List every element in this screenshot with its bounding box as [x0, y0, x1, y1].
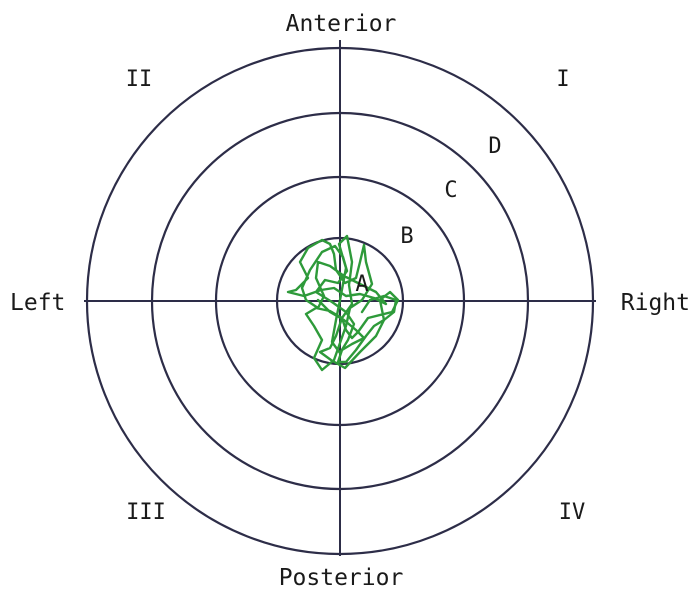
quadrant-label-iv: IV [559, 500, 586, 525]
zone-label-b: B [400, 224, 413, 249]
sway-trace [286, 234, 400, 372]
quadrant-label-ii: II [126, 67, 153, 92]
label-anterior: Anterior [286, 11, 397, 37]
label-left: Left [10, 290, 65, 316]
sway-trace-detail [316, 294, 398, 364]
zone-label-d: D [488, 134, 501, 159]
zone-label-c: C [444, 178, 457, 203]
quadrant-label-i: I [556, 67, 569, 92]
label-right: Right [621, 290, 690, 316]
zone-label-a: A [355, 272, 368, 297]
quadrant-label-iii: III [126, 500, 166, 525]
label-posterior: Posterior [279, 565, 404, 591]
